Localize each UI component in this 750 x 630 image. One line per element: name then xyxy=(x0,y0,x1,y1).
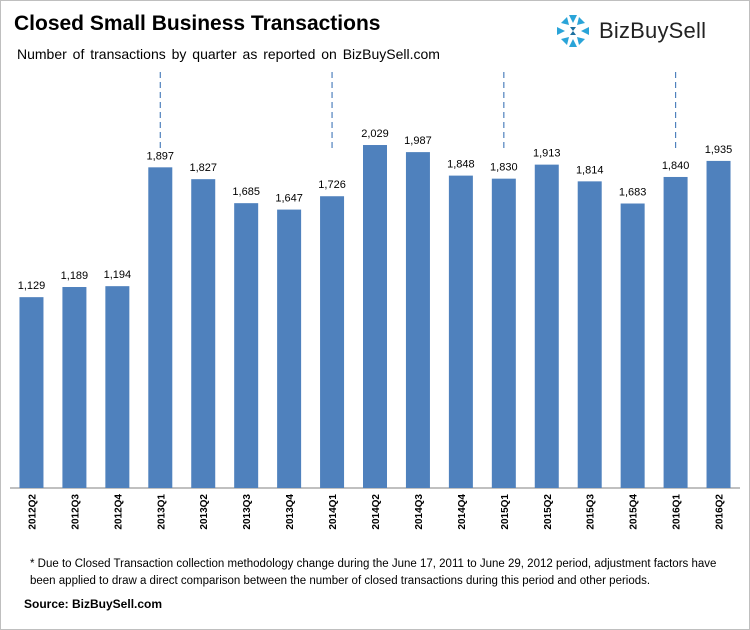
bar-2013Q1 xyxy=(148,167,173,488)
data-label-2015Q1: 1,830 xyxy=(490,162,518,174)
x-tick-2013Q1: 2013Q1 xyxy=(156,494,167,530)
bar-2015Q4 xyxy=(620,203,645,488)
bar-2012Q4 xyxy=(105,286,130,488)
data-label-2013Q4: 1,647 xyxy=(275,193,303,205)
footnote: * Due to Closed Transaction collection m… xyxy=(30,558,717,587)
x-tick-2013Q2: 2013Q2 xyxy=(199,494,210,530)
data-label-2016Q1: 1,840 xyxy=(662,160,690,172)
data-label-2012Q3: 1,189 xyxy=(61,270,89,282)
data-label-2012Q2: 1,129 xyxy=(18,280,46,292)
bar-2014Q2 xyxy=(363,145,387,489)
data-label-2012Q4: 1,194 xyxy=(104,269,132,281)
x-tick-2012Q3: 2012Q3 xyxy=(70,494,81,530)
bar-2016Q1 xyxy=(663,176,688,488)
data-label-2014Q3: 1,987 xyxy=(404,135,432,147)
x-tick-2015Q3: 2015Q3 xyxy=(586,494,597,530)
x-tick-2016Q2: 2016Q2 xyxy=(715,494,726,530)
bar-2014Q1 xyxy=(320,196,345,489)
bar-2015Q1 xyxy=(491,178,516,488)
bar-2014Q3 xyxy=(405,152,430,488)
year-dividers xyxy=(159,72,677,148)
logo-text: BizBuySell xyxy=(599,18,707,43)
bar-2016Q2 xyxy=(706,160,731,488)
x-tick-2013Q4: 2013Q4 xyxy=(285,494,296,530)
data-label-2014Q1: 1,726 xyxy=(318,179,346,191)
x-tick-2014Q3: 2014Q3 xyxy=(414,494,425,530)
x-tick-2013Q3: 2013Q3 xyxy=(242,494,253,530)
bar-2015Q2 xyxy=(534,164,559,489)
x-tick-labels-group: 2012Q2 2012Q3 2012Q4 2013Q1 2013Q2 2013Q3 2013… xyxy=(27,494,725,530)
chart-subtitle: Number of transactions by quarter as rep… xyxy=(17,46,440,62)
bar-2014Q4 xyxy=(448,175,473,488)
data-label-2015Q4: 1,683 xyxy=(619,187,647,199)
x-tick-2016Q1: 2016Q1 xyxy=(672,494,683,530)
data-label-2013Q1: 1,897 xyxy=(147,150,175,162)
bar-2013Q3 xyxy=(234,203,259,488)
chart-title: Closed Small Business Transactions xyxy=(14,12,381,35)
x-tick-2014Q4: 2014Q4 xyxy=(457,494,468,530)
x-tick-2015Q4: 2015Q4 xyxy=(629,494,640,530)
data-label-2015Q3: 1,814 xyxy=(576,164,604,176)
x-tick-2014Q2: 2014Q2 xyxy=(371,494,382,530)
bizbuysell-logo-icon xyxy=(557,15,589,47)
bar-2015Q3 xyxy=(577,181,602,488)
data-label-2016Q2: 1,935 xyxy=(705,144,733,156)
source-note: Source: BizBuySell.com xyxy=(24,597,163,611)
data-label-2014Q2: 2,029 xyxy=(361,128,389,140)
bar-2013Q4 xyxy=(277,209,302,488)
x-tick-2012Q4: 2012Q4 xyxy=(113,494,124,530)
x-tick-2014Q1: 2014Q1 xyxy=(328,494,339,530)
bar-2013Q2 xyxy=(191,179,216,488)
x-tick-2012Q2: 2012Q2 xyxy=(27,494,38,530)
bizbuysell-logo: BizBuySell xyxy=(555,14,706,48)
bars-group xyxy=(19,145,731,489)
data-label-2013Q2: 1,827 xyxy=(189,162,217,174)
data-label-2013Q3: 1,685 xyxy=(232,186,260,198)
data-label-2015Q2: 1,913 xyxy=(533,148,561,160)
bar-2012Q2 xyxy=(19,297,44,488)
x-tick-2015Q2: 2015Q2 xyxy=(543,494,554,530)
data-labels-group: 1,129 1,189 1,194 1,897 1,827 1,685 1,647 1,726… xyxy=(18,128,733,292)
x-tick-2015Q1: 2015Q1 xyxy=(500,494,511,530)
data-label-2014Q4: 1,848 xyxy=(447,159,475,171)
bar-2012Q3 xyxy=(62,287,87,488)
